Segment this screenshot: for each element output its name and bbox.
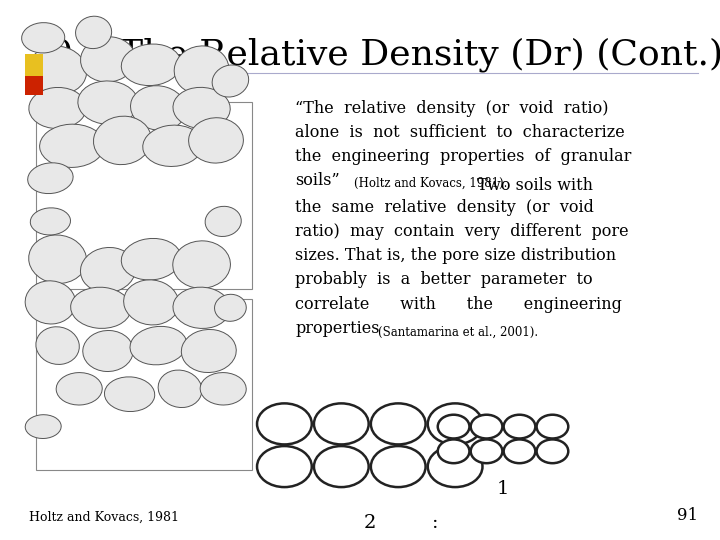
Ellipse shape [130, 86, 186, 130]
Ellipse shape [81, 37, 135, 82]
Ellipse shape [56, 373, 102, 405]
Ellipse shape [174, 46, 229, 94]
Circle shape [438, 415, 469, 438]
Text: 9.3 The Relative Density (Dr) (Cont.): 9.3 The Relative Density (Dr) (Cont.) [50, 38, 720, 72]
Ellipse shape [36, 327, 79, 364]
Ellipse shape [173, 87, 230, 129]
Ellipse shape [25, 281, 76, 324]
Ellipse shape [22, 23, 65, 53]
Bar [25, 76, 43, 94]
Ellipse shape [29, 46, 86, 94]
Ellipse shape [130, 326, 186, 365]
Ellipse shape [81, 247, 135, 293]
Ellipse shape [215, 294, 246, 321]
Ellipse shape [143, 125, 203, 166]
Ellipse shape [29, 235, 86, 284]
Text: (Holtz and Kovacs, 1981).: (Holtz and Kovacs, 1981). [354, 177, 508, 190]
Circle shape [536, 415, 568, 438]
Text: :: : [432, 514, 439, 531]
Text: 1: 1 [497, 481, 509, 498]
Ellipse shape [29, 87, 86, 129]
Ellipse shape [173, 241, 230, 288]
Text: 91: 91 [678, 507, 698, 524]
Circle shape [371, 403, 426, 444]
Text: (Santamarina et al., 2001).: (Santamarina et al., 2001). [378, 326, 538, 339]
Bar [36, 299, 252, 470]
Ellipse shape [200, 373, 246, 405]
Circle shape [371, 446, 426, 487]
Text: Holtz and Kovacs, 1981: Holtz and Kovacs, 1981 [29, 511, 179, 524]
Text: Two soils with: Two soils with [472, 177, 593, 194]
Text: the  same  relative  density  (or  void
ratio)  may  contain  very  different  p: the same relative density (or void ratio… [295, 199, 629, 336]
Bar [25, 54, 43, 76]
Ellipse shape [30, 208, 71, 235]
Circle shape [428, 403, 482, 444]
Ellipse shape [40, 124, 104, 167]
Circle shape [536, 440, 568, 463]
Ellipse shape [104, 377, 155, 411]
Ellipse shape [189, 118, 243, 163]
Ellipse shape [94, 116, 151, 165]
Text: “The  relative  density  (or  void  ratio)
alone  is  not  sufficient  to  chara: “The relative density (or void ratio) al… [295, 100, 631, 190]
Ellipse shape [83, 330, 133, 372]
Circle shape [438, 440, 469, 463]
Circle shape [471, 415, 503, 438]
Ellipse shape [121, 44, 181, 85]
Ellipse shape [25, 415, 61, 438]
Circle shape [257, 403, 312, 444]
Bar [36, 102, 252, 288]
Ellipse shape [27, 163, 73, 193]
Ellipse shape [124, 280, 179, 325]
Circle shape [504, 415, 536, 438]
Circle shape [257, 446, 312, 487]
Ellipse shape [205, 206, 241, 237]
Circle shape [471, 440, 503, 463]
Ellipse shape [173, 287, 230, 328]
Ellipse shape [158, 370, 202, 408]
Ellipse shape [76, 16, 112, 49]
Circle shape [428, 446, 482, 487]
Circle shape [314, 446, 369, 487]
Circle shape [504, 440, 536, 463]
Ellipse shape [71, 287, 131, 328]
Ellipse shape [181, 329, 236, 373]
Ellipse shape [78, 81, 138, 124]
Text: 2: 2 [364, 514, 376, 531]
Ellipse shape [212, 65, 248, 97]
Ellipse shape [121, 239, 181, 280]
Circle shape [314, 403, 369, 444]
